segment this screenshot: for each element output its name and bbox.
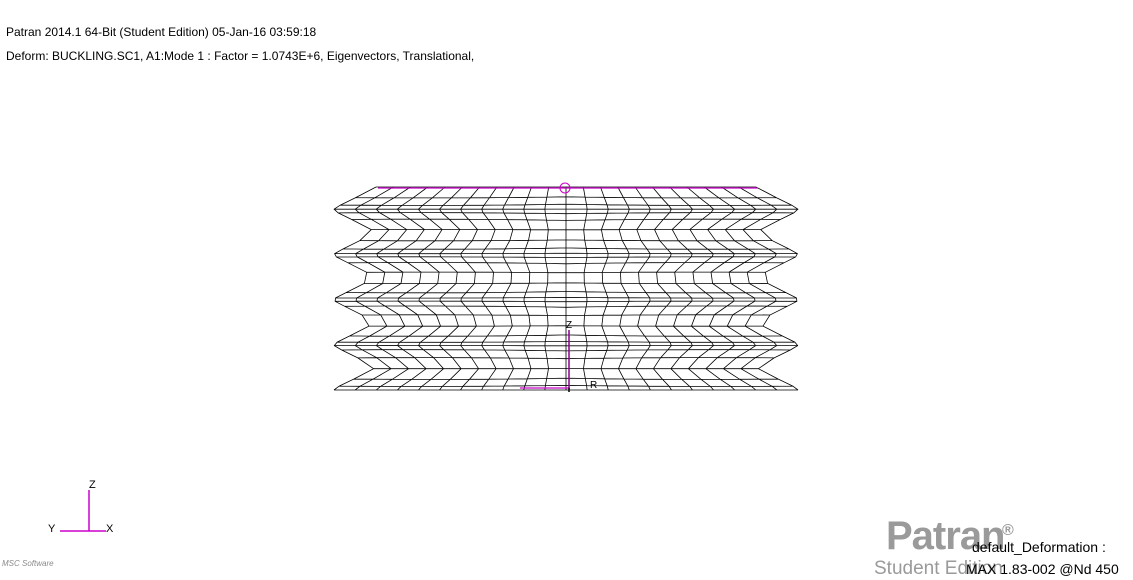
- global-triad: Z Y X: [48, 479, 114, 535]
- patran-logo-reg: ®: [1002, 522, 1014, 539]
- model-z-label: Z: [566, 320, 572, 331]
- model-r-label: R: [590, 380, 597, 391]
- deform-info-text: Deform: BUCKLING.SC1, A1:Mode 1 : Factor…: [6, 49, 475, 63]
- triad-z-label: Z: [89, 479, 96, 491]
- window-title-text: Patran 2014.1 64-Bit (Student Edition) 0…: [6, 25, 317, 39]
- student-edition-logo: Student Edition: [874, 558, 1003, 579]
- model-axis: Z R: [566, 320, 597, 392]
- triad-x-label: X: [106, 523, 114, 535]
- mesh-lines: [333, 186, 799, 391]
- constraint-markers: [378, 182, 758, 389]
- result-max-value: MAX 1.83-002 @Nd 450: [966, 561, 1119, 577]
- msc-software-logo: MSC Software: [2, 559, 54, 568]
- triad-y-label: Y: [48, 523, 56, 535]
- patran-logo: Patran: [886, 514, 1005, 558]
- result-title: default_Deformation :: [972, 539, 1106, 555]
- buckled-cylinder-mesh: [333, 186, 799, 391]
